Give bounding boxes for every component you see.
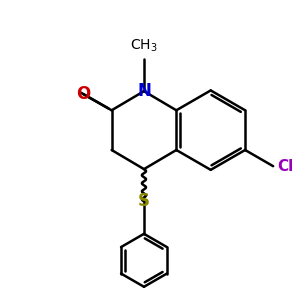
Text: Cl: Cl (278, 159, 294, 174)
Text: N: N (137, 82, 151, 100)
Text: CH$_3$: CH$_3$ (130, 38, 158, 54)
Text: O: O (76, 85, 91, 103)
Text: S: S (138, 193, 150, 211)
